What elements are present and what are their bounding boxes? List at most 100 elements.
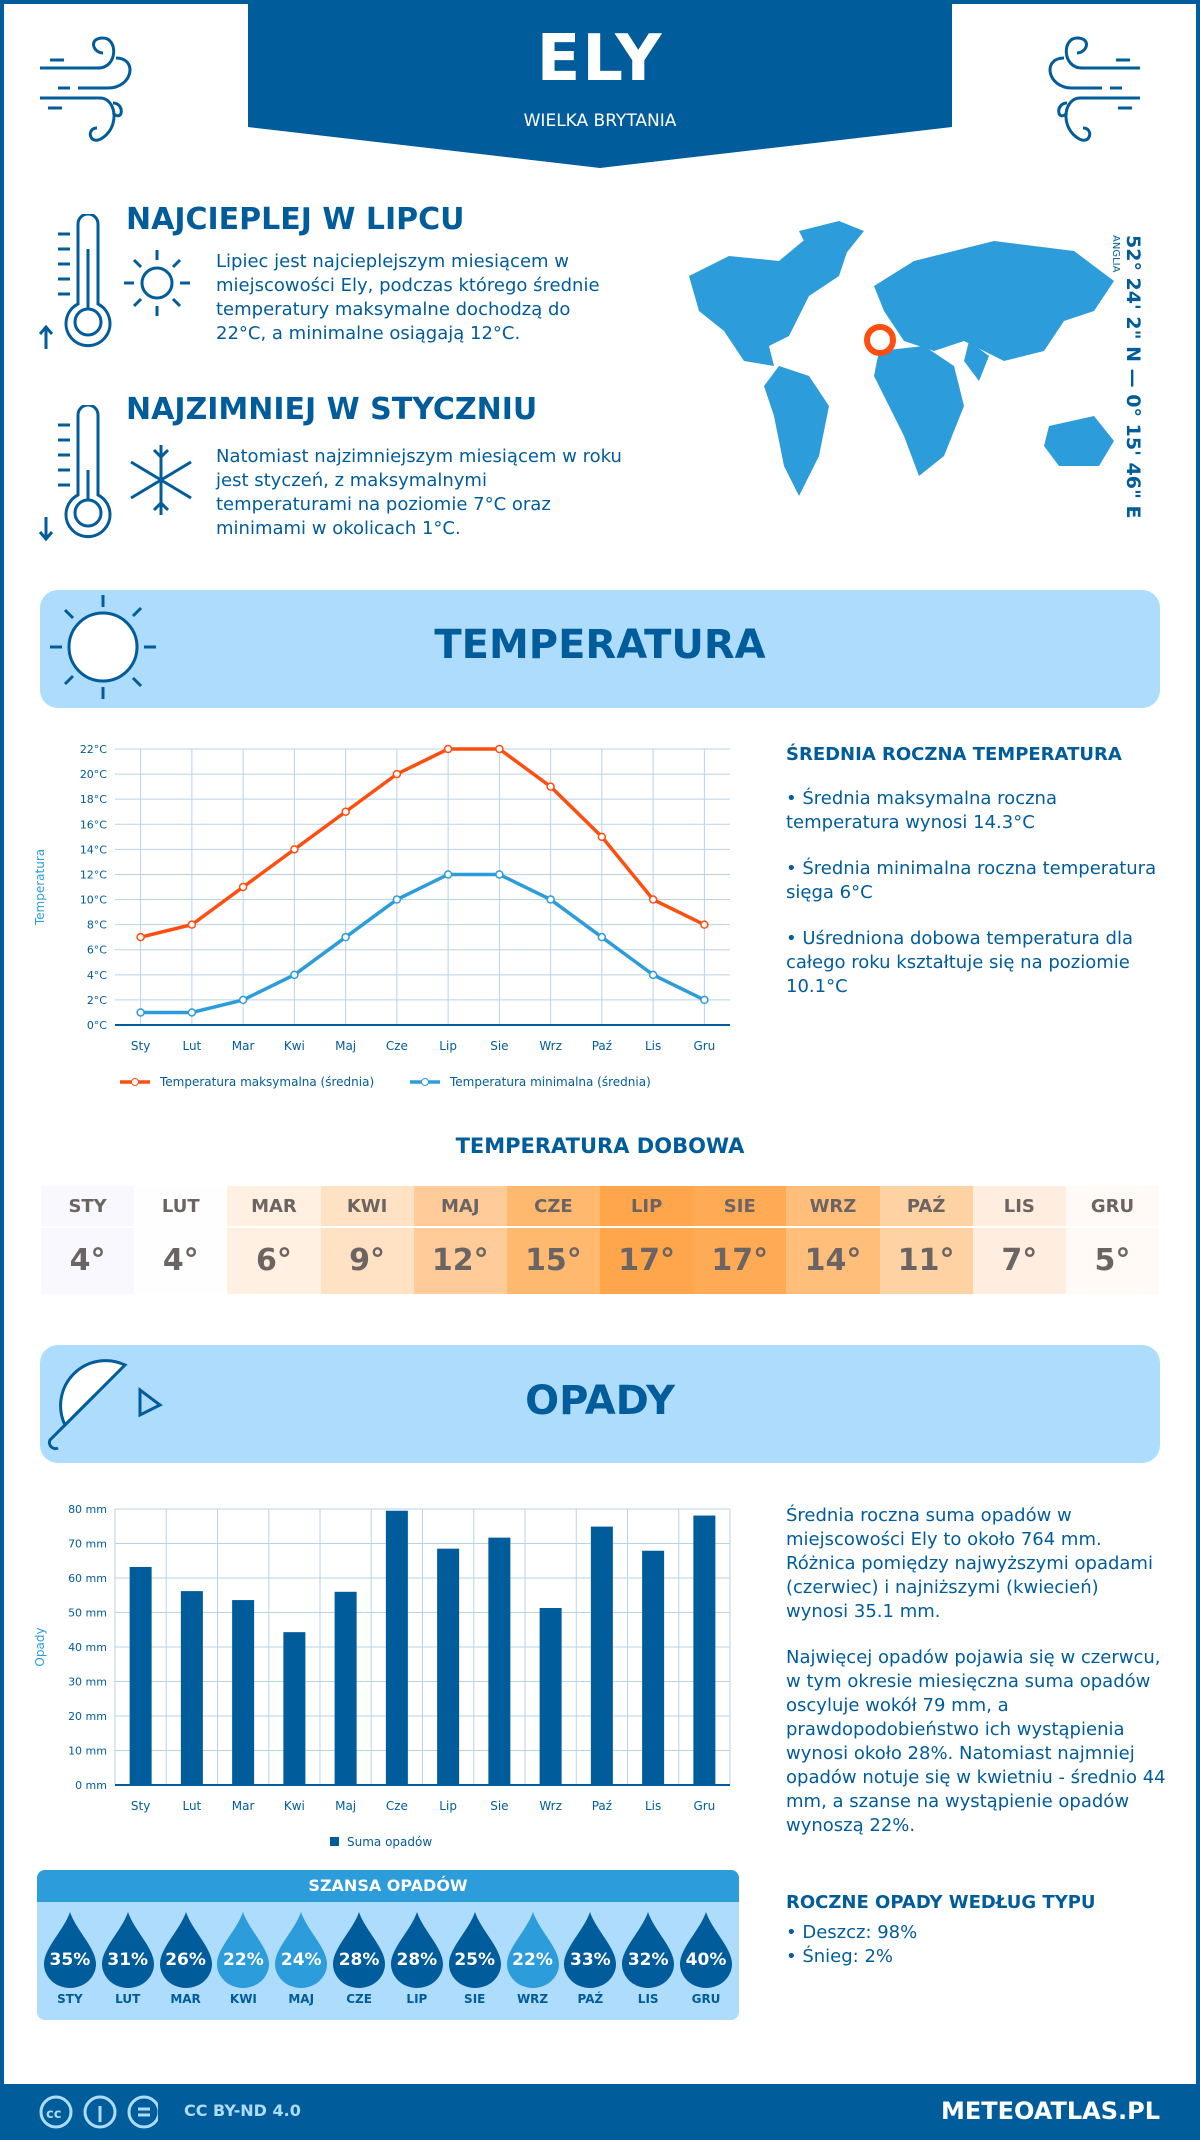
data-point <box>238 995 248 1005</box>
bar <box>590 1526 613 1785</box>
y-tick-label: 4°C <box>87 969 107 982</box>
chance-item: 24% MAJ <box>274 1902 328 2006</box>
daily-cell-wrz: WRZ 14° <box>786 1186 880 1294</box>
chance-item: 40% GRU <box>679 1902 733 2006</box>
month-label: MAJ <box>413 1186 507 1228</box>
x-tick-label: Lip <box>439 1799 457 1813</box>
data-point <box>495 870 504 879</box>
daily-cell-cze: CZE 15° <box>506 1186 601 1294</box>
x-tick-label: Mar <box>232 1039 255 1053</box>
wind-icon <box>40 36 132 142</box>
y-axis-label: Temperatura <box>33 849 47 926</box>
month-label: PAŹ <box>879 1186 973 1228</box>
site-link[interactable]: METEOATLAS.PL <box>940 2097 1160 2125</box>
snowflake-icon <box>130 445 192 515</box>
summary-bullet: • Uśredniona dobowa temperatura dla całe… <box>786 928 1134 997</box>
raindrop-icon <box>506 1912 559 1988</box>
temperature-title: TEMPERATURA <box>434 622 766 668</box>
raindrop-icon <box>43 1912 96 1988</box>
x-tick-label: Gru <box>693 1039 715 1053</box>
summary-title: ŚREDNIA ROCZNA TEMPERATURA <box>786 744 1122 765</box>
x-tick-label: Maj <box>335 1799 356 1813</box>
month-label: STY <box>41 1186 135 1228</box>
y-tick-label: 0°C <box>87 1019 107 1032</box>
daily-cell-sty: STY 4° <box>41 1186 135 1294</box>
footer: cc CC BY-ND 4.0 METEOATLAS.PL <box>0 2084 1200 2140</box>
bar <box>693 1515 716 1785</box>
data-point <box>187 920 197 929</box>
chance-item: 22% KWI <box>216 1902 270 2006</box>
chance-item: 35% STY <box>43 1902 97 2006</box>
daily-cell-lip: LIP 17° <box>600 1186 694 1294</box>
daily-cell-sie: SIE 17° <box>693 1186 787 1294</box>
x-tick-label: Sie <box>490 1039 508 1053</box>
chance-month: KWI <box>229 1992 257 2006</box>
raindrop-icon <box>159 1912 212 1988</box>
coordinates: 52° 24' 2" N — 0° 15' 46" E <box>1122 235 1144 519</box>
month-label: WRZ <box>786 1186 880 1228</box>
y-tick-label: 40 mm <box>68 1641 107 1654</box>
raindrop-icon <box>275 1912 328 1988</box>
data-point <box>238 882 248 892</box>
precip-type-item: • Śnieg: 2% <box>786 1946 894 1967</box>
y-tick-label: 16°C <box>80 818 107 831</box>
month-label: GRU <box>1065 1186 1160 1228</box>
chance-item: 28% CZE <box>332 1902 386 2006</box>
x-tick-label: Cze <box>386 1799 408 1813</box>
legend-label: Suma opadów <box>347 1835 432 1849</box>
summary-bullet: • Średnia maksymalna roczna temperatura … <box>786 788 1057 833</box>
data-point <box>495 744 504 754</box>
month-label: LUT <box>134 1186 228 1228</box>
precip-chance-panel: SZANSA OPADÓW 35% STY 31% LUT 26% MAR 22% KWI 24… <box>37 1870 739 2020</box>
chance-value: 31% <box>107 1950 149 1970</box>
chance-item: 28% LIP <box>390 1902 444 2006</box>
month-label: KWI <box>320 1186 414 1228</box>
temp-value: 4° <box>162 1243 199 1278</box>
y-tick-label: 12°C <box>80 868 107 881</box>
precipitation-title: OPADY <box>525 1378 675 1424</box>
svg-text:cc: cc <box>46 2107 61 2122</box>
temp-value: 14° <box>804 1243 862 1278</box>
bar <box>283 1632 306 1785</box>
temp-value: 12° <box>431 1243 489 1278</box>
y-tick-label: 0 mm <box>75 1779 107 1792</box>
chance-value: 35% <box>49 1950 91 1970</box>
month-label: LIS <box>972 1186 1066 1228</box>
chance-value: 32% <box>627 1950 669 1970</box>
y-tick-label: 20 mm <box>68 1710 107 1723</box>
cold-title: NAJZIMNIEJ W STYCZNIU <box>126 392 538 427</box>
daily-cell-maj: MAJ 12° <box>413 1186 507 1294</box>
data-point <box>546 895 555 904</box>
chance-month: GRU <box>691 1992 721 2006</box>
data-point <box>700 995 709 1005</box>
chance-month: LUT <box>115 1992 141 2006</box>
bar <box>334 1591 357 1785</box>
y-tick-label: 60 mm <box>68 1572 107 1585</box>
y-tick-label: 8°C <box>87 919 107 932</box>
precip-type: ROCZNE OPADY WEDŁUG TYPU • Deszcz: 98% •… <box>786 1892 1166 1969</box>
chance-item: 22% WRZ <box>506 1902 560 2006</box>
umbrella-rain-icon <box>47 1359 163 1451</box>
x-tick-label: Lut <box>182 1039 201 1053</box>
data-point <box>648 895 658 904</box>
data-point <box>443 870 453 879</box>
thermometer-warm-icon <box>38 214 112 349</box>
legend-marker <box>131 1078 139 1086</box>
chance-month: LIP <box>406 1992 428 2006</box>
sun-icon <box>50 595 156 699</box>
y-tick-label: 50 mm <box>68 1607 107 1620</box>
precip-type-title: ROCZNE OPADY WEDŁUG TYPU <box>786 1892 1096 1913</box>
daily-cell-gru: GRU 5° <box>1065 1186 1160 1294</box>
data-point <box>290 845 299 854</box>
temperature-summary: ŚREDNIA ROCZNA TEMPERATURA • Średnia mak… <box>786 744 1166 1021</box>
raindrop-icon <box>333 1912 386 1988</box>
bar <box>232 1600 255 1785</box>
chance-item: 26% MAR <box>159 1902 213 2006</box>
data-point <box>597 832 607 842</box>
series-line <box>140 872 706 1015</box>
chance-month: MAR <box>170 1992 201 2006</box>
header-banner <box>248 0 952 168</box>
daily-title: TEMPERATURA DOBOWA <box>455 1134 745 1158</box>
precip-paragraph: Najwięcej opadów pojawia się w czerwcu, … <box>786 1647 1166 1836</box>
city-title: ELY <box>536 22 664 96</box>
